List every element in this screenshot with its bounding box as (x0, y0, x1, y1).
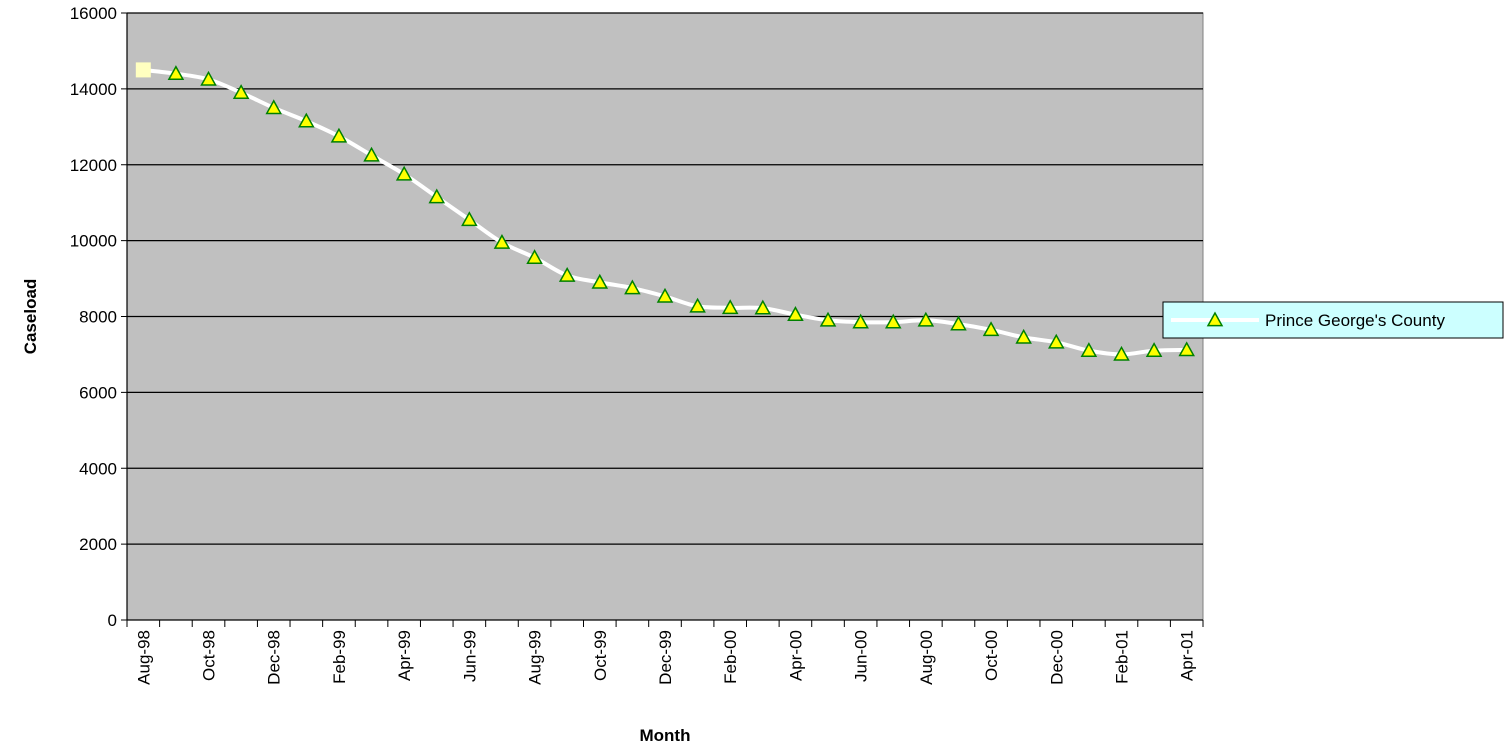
x-axis-title: Month (640, 726, 691, 745)
data-point-Dec-98 (265, 99, 283, 115)
y-tick-label-2000: 2000 (79, 535, 117, 554)
data-point-Nov-00 (1015, 328, 1032, 344)
data-point-May-00 (819, 311, 837, 327)
x-tick-label-Aug-98: Aug-98 (134, 630, 153, 685)
data-point-Mar-99 (363, 146, 380, 162)
x-tick-label-Feb-00: Feb-00 (721, 630, 740, 684)
data-point-Apr-99 (395, 165, 413, 181)
x-tick-label-Oct-00: Oct-00 (982, 630, 1001, 681)
x-tick-label-Oct-99: Oct-99 (591, 630, 610, 681)
x-tick-label-Feb-99: Feb-99 (330, 630, 349, 684)
x-tick-label-Dec-98: Dec-98 (265, 630, 284, 685)
data-point-Aug-99 (526, 249, 543, 265)
data-point-Nov-99 (624, 279, 641, 295)
data-point-Oct-98 (200, 70, 217, 86)
x-tick-label-Dec-99: Dec-99 (656, 630, 675, 685)
y-tick-label-10000: 10000 (70, 232, 117, 251)
data-point-Mar-01 (1145, 342, 1163, 357)
data-point-Jan-99 (298, 112, 315, 128)
y-tick-label-8000: 8000 (79, 308, 117, 327)
data-point-Jan-01 (1080, 342, 1098, 357)
series-prince-georges-county (135, 62, 1195, 361)
data-point-Sep-00 (950, 315, 967, 331)
data-point-Mar-00 (754, 299, 772, 315)
data-point-Oct-99 (591, 273, 609, 289)
y-tick-label-4000: 4000 (79, 459, 117, 478)
data-point-Feb-01 (1113, 345, 1130, 361)
data-point-Sep-99 (558, 266, 576, 282)
data-point-Nov-98 (232, 84, 250, 100)
data-point-May-99 (428, 188, 446, 204)
data-point-Jan-00 (689, 297, 706, 313)
data-point-Jul-99 (493, 233, 511, 249)
data-point-Feb-00 (721, 299, 739, 315)
data-point-Aug-98 (135, 62, 151, 78)
x-tick-label-Oct-98: Oct-98 (200, 630, 219, 681)
data-point-Dec-99 (656, 287, 674, 303)
data-point-Dec-00 (1047, 333, 1065, 349)
x-tick-label-Aug-00: Aug-00 (917, 630, 936, 685)
data-point-Apr-01 (1178, 341, 1195, 357)
x-tick-label-Aug-99: Aug-99 (526, 630, 545, 685)
x-tick-label-Apr-00: Apr-00 (786, 630, 805, 681)
x-tick-label-Dec-00: Dec-00 (1047, 630, 1066, 685)
y-tick-label-16000: 16000 (70, 4, 117, 23)
data-point-Apr-00 (787, 306, 804, 321)
x-tick-label-Apr-99: Apr-99 (395, 630, 414, 681)
legend: Prince George's County (1162, 301, 1504, 339)
x-tick-label-Feb-01: Feb-01 (1112, 630, 1131, 684)
data-point-Jun-99 (461, 211, 478, 227)
data-point-Feb-99 (330, 127, 348, 143)
x-tick-label-Jun-99: Jun-99 (460, 630, 479, 682)
data-point-Sep-98 (167, 65, 185, 81)
y-tick-label-12000: 12000 (70, 156, 117, 175)
y-axis-ticks: 0 2000 4000 6000 8000 10000 12000 14000 16000 (70, 4, 127, 630)
x-tick-label-Jun-00: Jun-00 (852, 630, 871, 682)
x-axis-ticks: Aug-98 Oct-98 Dec-98 Feb-99 Apr-99 Jun-99 Aug-… (126, 620, 1204, 685)
data-point-Aug-00 (917, 311, 935, 327)
legend-triangle-marker (1206, 311, 1224, 327)
y-tick-label-6000: 6000 (79, 383, 117, 402)
y-axis-title: Caseload (21, 279, 40, 355)
y-tick-label-14000: 14000 (70, 80, 117, 99)
data-point-Oct-00 (982, 321, 1000, 337)
gridlines (127, 12, 1203, 545)
data-point-Jul-00 (884, 313, 902, 329)
data-point-Jun-00 (852, 313, 869, 329)
y-tick-label-0: 0 (108, 611, 117, 630)
x-tick-label-Apr-01: Apr-01 (1178, 630, 1197, 681)
legend-label: Prince George's County (1265, 311, 1445, 330)
